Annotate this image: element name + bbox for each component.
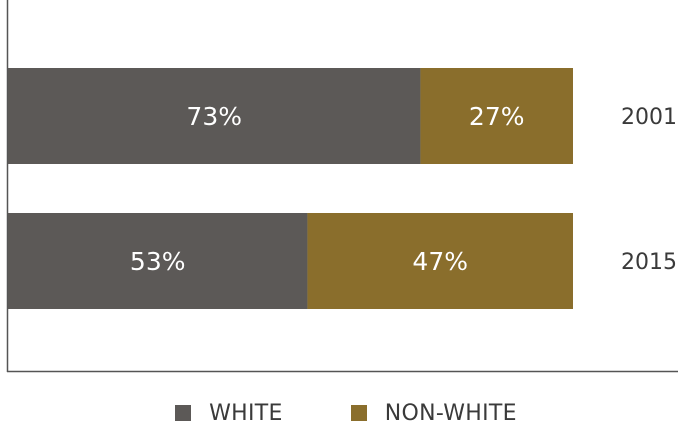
bar-white-2001 [8, 68, 421, 164]
legend-swatch-non-white [350, 405, 367, 421]
category-label-2001: 2001 [621, 105, 677, 130]
data-label-non-white-2001: 27% [469, 102, 525, 131]
legend-label-non-white: NON-WHITE [384, 400, 517, 426]
bar-white-2015 [8, 213, 308, 309]
data-label-non-white-2015: 47% [412, 247, 468, 276]
bar-non-white-2001 [420, 68, 573, 164]
bar-non-white-2015 [307, 213, 573, 309]
legend-item-non-white: NON-WHITE [350, 400, 517, 426]
legend-label-white: WHITE [209, 400, 283, 426]
category-label-2015: 2015 [621, 250, 677, 275]
bar-group: 73% 27% 2001 53% 47% 2015 [8, 68, 677, 309]
data-label-white-2015: 53% [130, 247, 186, 276]
data-label-white-2001: 73% [186, 102, 242, 131]
legend: WHITE NON-WHITE [0, 393, 678, 433]
legend-item-white: WHITE [175, 401, 283, 426]
legend-swatch-white [175, 405, 192, 421]
